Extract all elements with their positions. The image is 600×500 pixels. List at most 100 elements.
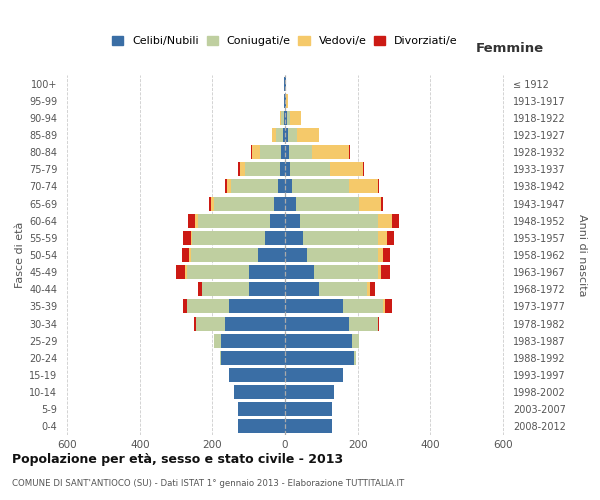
Bar [272, 128, 276, 142]
Bar [198, 282, 202, 296]
Bar [285, 145, 289, 159]
Bar [221, 334, 285, 347]
Bar [176, 265, 185, 279]
Bar [245, 162, 280, 176]
Bar [303, 231, 377, 245]
Bar [285, 128, 288, 142]
Bar [367, 282, 370, 296]
Bar [363, 162, 364, 176]
Bar [285, 248, 307, 262]
Bar [285, 214, 299, 228]
Bar [383, 248, 390, 262]
Bar [370, 282, 375, 296]
Text: Popolazione per età, sesso e stato civile - 2013: Popolazione per età, sesso e stato civil… [12, 452, 343, 466]
Bar [354, 351, 356, 365]
Bar [280, 162, 285, 176]
Bar [299, 214, 377, 228]
Bar [359, 196, 381, 210]
Bar [284, 76, 285, 90]
Bar [249, 265, 285, 279]
Bar [307, 248, 377, 262]
Bar [195, 214, 198, 228]
Bar [285, 231, 303, 245]
Bar [184, 300, 187, 314]
Bar [285, 385, 334, 399]
Bar [314, 265, 377, 279]
Bar [238, 420, 285, 434]
Bar [230, 180, 278, 194]
Bar [290, 111, 301, 125]
Bar [285, 94, 286, 108]
Bar [280, 111, 281, 125]
Bar [312, 145, 349, 159]
Bar [191, 231, 193, 245]
Bar [227, 180, 230, 194]
Bar [285, 265, 314, 279]
Bar [194, 316, 196, 330]
Bar [377, 180, 379, 194]
Bar [287, 111, 290, 125]
Bar [381, 265, 390, 279]
Bar [253, 145, 260, 159]
Bar [285, 351, 354, 365]
Bar [377, 316, 379, 330]
Bar [286, 94, 287, 108]
Bar [193, 231, 265, 245]
Bar [296, 196, 359, 210]
Bar [214, 334, 221, 347]
Bar [285, 420, 332, 434]
Bar [386, 231, 394, 245]
Bar [278, 180, 285, 194]
Bar [385, 300, 392, 314]
Bar [285, 180, 292, 194]
Bar [229, 300, 285, 314]
Bar [225, 316, 285, 330]
Bar [229, 368, 285, 382]
Y-axis label: Anni di nascita: Anni di nascita [577, 214, 587, 296]
Bar [202, 282, 249, 296]
Bar [214, 196, 274, 210]
Bar [352, 334, 359, 347]
Bar [377, 231, 386, 245]
Bar [281, 145, 285, 159]
Bar [258, 248, 285, 262]
Bar [211, 196, 214, 210]
Bar [290, 162, 331, 176]
Bar [196, 316, 225, 330]
Bar [187, 265, 249, 279]
Bar [283, 128, 285, 142]
Bar [285, 300, 343, 314]
Bar [349, 316, 377, 330]
Bar [319, 282, 367, 296]
Bar [189, 248, 191, 262]
Bar [191, 248, 258, 262]
Bar [225, 180, 227, 194]
Bar [285, 111, 287, 125]
Bar [285, 196, 296, 210]
Bar [377, 248, 383, 262]
Bar [392, 214, 400, 228]
Bar [188, 214, 195, 228]
Bar [289, 145, 312, 159]
Bar [331, 162, 363, 176]
Bar [209, 196, 211, 210]
Bar [260, 145, 281, 159]
Bar [249, 282, 285, 296]
Bar [343, 300, 383, 314]
Bar [383, 300, 385, 314]
Bar [285, 334, 352, 347]
Bar [288, 128, 297, 142]
Bar [285, 282, 319, 296]
Y-axis label: Fasce di età: Fasce di età [14, 222, 25, 288]
Bar [238, 162, 239, 176]
Bar [292, 180, 349, 194]
Bar [239, 162, 245, 176]
Bar [297, 128, 319, 142]
Bar [234, 385, 285, 399]
Bar [281, 111, 284, 125]
Bar [377, 265, 381, 279]
Bar [381, 196, 383, 210]
Bar [185, 265, 187, 279]
Bar [184, 231, 191, 245]
Bar [349, 145, 350, 159]
